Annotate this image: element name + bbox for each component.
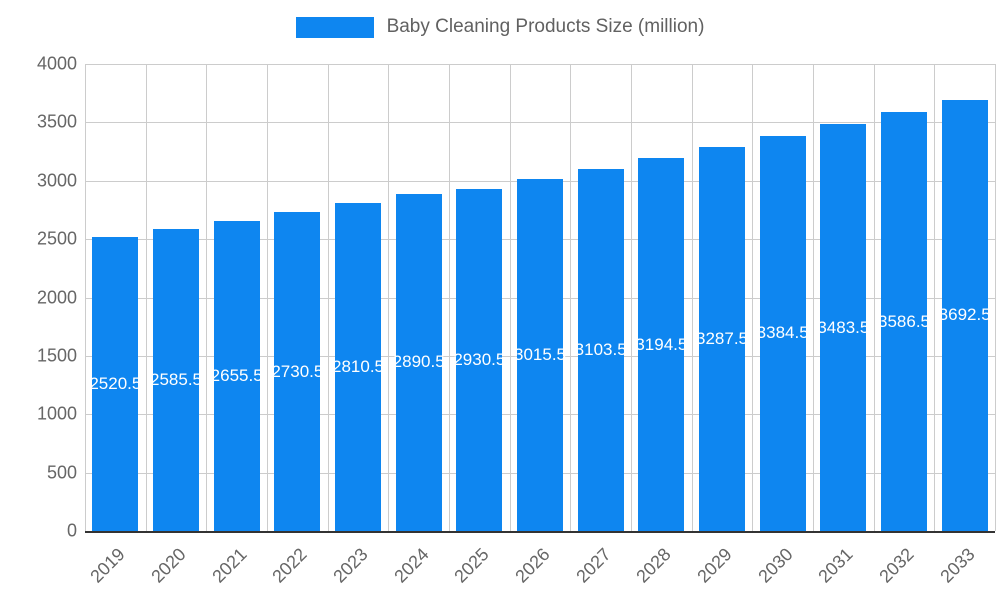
chart-legend: Baby Cleaning Products Size (million): [0, 16, 1000, 38]
y-tick-label: 500: [46, 462, 77, 483]
bar: [880, 112, 928, 531]
v-gridline: [752, 64, 754, 531]
bar-value-label: 2585.5: [150, 370, 202, 390]
v-gridline: [267, 64, 268, 531]
h-gridline: [85, 64, 995, 65]
bar: [274, 212, 321, 531]
v-gridline: [206, 64, 208, 531]
x-tick-label: 2025: [450, 544, 494, 587]
x-tick-label: 2029: [693, 544, 736, 587]
v-gridline: [934, 64, 936, 531]
x-tick-label: 2026: [511, 544, 554, 587]
bar-value-label: 2655.5: [210, 365, 263, 385]
bar: [638, 158, 685, 531]
bar: [941, 99, 988, 531]
chart-title: Baby Cleaning Products Size (million): [386, 16, 705, 37]
bar-value-label: 2730.5: [271, 361, 324, 381]
v-gridline: [691, 64, 693, 531]
bar-value-label: 3586.5: [878, 311, 930, 331]
v-gridline: [145, 64, 147, 531]
bar: [334, 202, 382, 531]
v-gridline: [509, 64, 511, 531]
v-gridline: [813, 64, 814, 531]
legend-swatch: [295, 16, 374, 38]
bar-value-label: 3384.5: [756, 323, 809, 343]
v-gridline: [85, 64, 86, 531]
bar-value-label: 3287.5: [696, 329, 748, 349]
bar-value-label: 3015.5: [514, 344, 566, 364]
v-gridline: [449, 64, 450, 531]
v-gridline: [388, 64, 390, 531]
x-tick-label: 2020: [147, 544, 190, 587]
bar: [698, 147, 746, 531]
bar-value-label: 3194.5: [635, 334, 688, 354]
bar-value-label: 2810.5: [332, 356, 384, 376]
bar: [395, 193, 442, 531]
v-gridline: [873, 64, 875, 531]
y-tick-label: 2500: [36, 228, 77, 249]
bar-value-label: 3692.5: [938, 305, 991, 325]
y-tick-label: 0: [66, 520, 77, 541]
x-tick-label: 2023: [329, 544, 372, 587]
y-tick-label: 1000: [36, 403, 77, 424]
v-gridline: [631, 64, 632, 531]
v-gridline: [995, 64, 996, 531]
y-tick-label: 2000: [36, 287, 77, 307]
h-gridline: [85, 122, 995, 124]
bar-value-label: 2930.5: [453, 349, 506, 369]
bar: [577, 168, 624, 531]
x-tick-label: 2019: [86, 544, 130, 587]
bar-value-label: 3103.5: [574, 339, 627, 359]
x-tick-label: 2022: [268, 544, 312, 587]
x-tick-label: 2021: [207, 544, 251, 587]
x-tick-label: 2030: [753, 544, 797, 587]
y-tick-label: 1500: [36, 345, 77, 366]
bar: [820, 124, 867, 531]
bar-value-label: 2520.5: [89, 373, 142, 393]
bar: [456, 188, 503, 531]
x-tick-label: 2027: [571, 544, 615, 587]
x-tick-label: 2031: [814, 544, 858, 587]
plot-area: 2520.5 2585.5 2655.5 2730.5 2810.5 2890.5 2930…: [85, 64, 996, 533]
x-tick-label: 2028: [632, 544, 676, 587]
x-tick-label: 2032: [875, 544, 918, 587]
bar: [92, 236, 139, 531]
bar: [759, 135, 806, 531]
bar-value-label: 3483.5: [817, 317, 870, 337]
v-gridline: [570, 64, 572, 531]
bar-value-label: 2890.5: [392, 352, 445, 372]
x-tick-label: 2024: [389, 544, 433, 587]
v-gridline: [327, 64, 329, 531]
bar: [213, 220, 260, 531]
bar: [516, 178, 564, 531]
bar: [152, 229, 200, 531]
y-tick-label: 3500: [36, 111, 77, 132]
x-tick-label: 2033: [935, 544, 979, 587]
y-tick-label: 4000: [36, 53, 77, 74]
y-tick-label: 3000: [36, 170, 77, 191]
